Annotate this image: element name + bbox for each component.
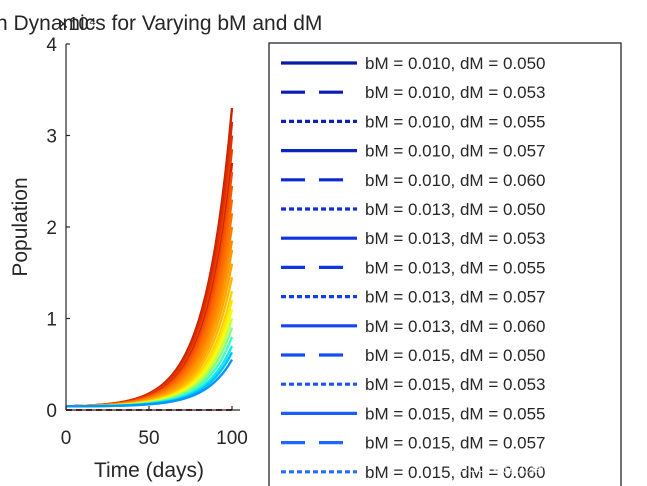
legend-label: bM = 0.013, dM = 0.060: [365, 317, 546, 336]
x-tick-label: 50: [138, 428, 159, 449]
chart-title: n Dynamics for Varying bM and dM: [0, 12, 322, 35]
legend: bM = 0.010, dM = 0.050 bM = 0.010, dM = 0…: [268, 42, 622, 486]
y-tick-label: 0: [46, 401, 57, 422]
legend-label: bM = 0.015, dM = 0.057: [365, 434, 546, 453]
legend-label: bM = 0.015, dM = 0.050: [365, 346, 546, 365]
y-tick-label: 3: [46, 127, 57, 148]
x-axis-label: Time (days): [94, 459, 204, 482]
legend-label: bM = 0.013, dM = 0.053: [365, 229, 546, 248]
legend-label: bM = 0.013, dM = 0.050: [365, 200, 546, 219]
legend-label: bM = 0.015, dM = 0.053: [365, 375, 546, 394]
legend-label: bM = 0.010, dM = 0.055: [365, 112, 546, 131]
legend-label: bM = 0.015, dM = 0.060: [365, 463, 546, 482]
y-ticks: 0 1 2 3 4: [46, 35, 70, 422]
legend-label: bM = 0.013, dM = 0.055: [365, 258, 546, 277]
legend-label: bM = 0.010, dM = 0.050: [365, 54, 546, 73]
legend-label: bM = 0.013, dM = 0.057: [365, 288, 546, 307]
y-axis-label: Population: [9, 177, 32, 276]
legend-label: bM = 0.010, dM = 0.053: [365, 83, 546, 102]
y-tick-label: 4: [46, 35, 57, 56]
x-tick-label: 100: [216, 428, 248, 449]
y-tick-label: 2: [46, 218, 57, 239]
y-exponent-label: ×10⁴: [58, 14, 96, 34]
x-ticks: 0 50 100: [61, 406, 248, 449]
series-curves: [65, 107, 234, 408]
plot-area: 0 1 2 3 4 0 50 100: [46, 35, 247, 449]
series-line: [65, 359, 234, 408]
legend-label: bM = 0.015, dM = 0.055: [365, 404, 546, 423]
legend-label: bM = 0.010, dM = 0.060: [365, 171, 546, 190]
watermark-text: CSDN @上善若水KAP: [458, 459, 600, 475]
legend-label: bM = 0.010, dM = 0.057: [365, 142, 546, 161]
x-tick-label: 0: [61, 428, 72, 449]
y-tick-label: 1: [46, 310, 57, 331]
